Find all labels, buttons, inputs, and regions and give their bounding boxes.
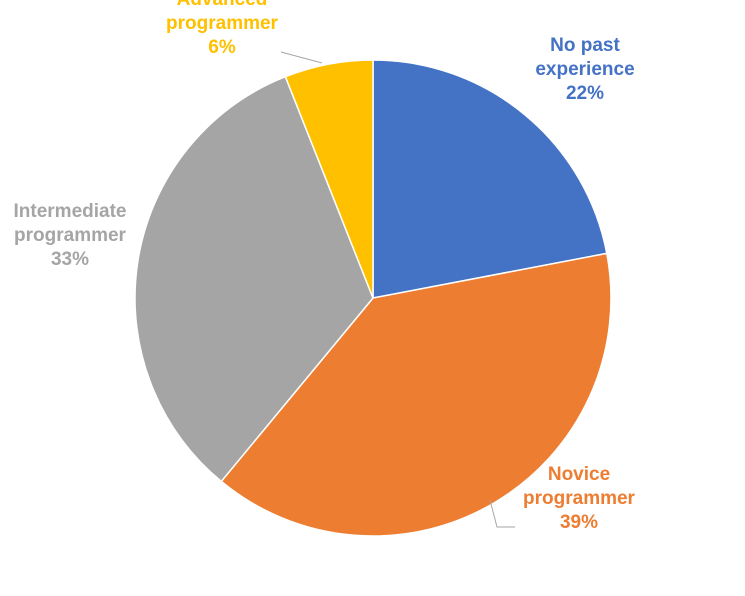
slice-value-intermediate-programmer: 33%	[51, 249, 89, 270]
slice-name-line-novice-programmer: Novice	[548, 464, 610, 485]
slice-labels: No past experience 22% Novice programmer 39% I…	[14, 0, 636, 533]
pie-slice-no-past-experience	[372, 59, 608, 299]
leader-lines	[280, 51, 515, 528]
pie-slice-advanced-programmer	[284, 59, 374, 299]
slice-label-novice-programmer: Novice programmer 39%	[523, 464, 636, 533]
slice-value-no-past-experience: 22%	[566, 83, 604, 104]
slice-value-advanced-programmer: 6%	[208, 37, 236, 58]
pie-slices	[134, 59, 612, 537]
slice-name-line-no-past-experience: experience	[535, 59, 634, 80]
slice-label-no-past-experience: No past experience 22%	[535, 35, 634, 104]
slice-name-line-intermediate-programmer: Intermediate	[14, 201, 127, 222]
leader-line-novice-programmer	[489, 499, 515, 528]
pie-slice-intermediate-programmer	[134, 75, 374, 483]
pie-slice-novice-programmer	[220, 252, 612, 537]
slice-name-line-intermediate-programmer: programmer	[14, 225, 127, 246]
slice-name-line-novice-programmer: programmer	[523, 488, 636, 509]
slice-name-line-advanced-programmer: Advanced	[177, 0, 268, 10]
leader-line-advanced-programmer	[280, 51, 323, 64]
slice-name-line-advanced-programmer: programmer	[166, 13, 279, 34]
slice-label-advanced-programmer: Advanced programmer 6%	[166, 0, 279, 58]
slice-label-intermediate-programmer: Intermediate programmer 33%	[14, 201, 127, 270]
slice-value-novice-programmer: 39%	[560, 512, 598, 533]
slice-name-line-no-past-experience: No past	[550, 35, 620, 56]
